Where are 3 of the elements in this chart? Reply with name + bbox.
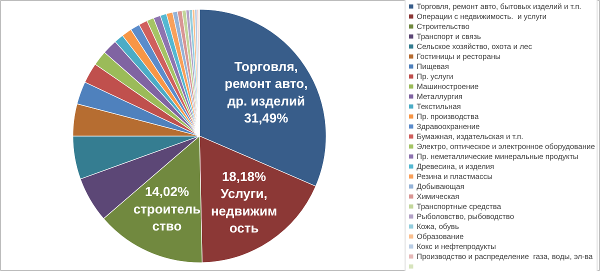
data-label: 14,02% строитель ство	[133, 184, 201, 234]
data-label: 18,18% Услуги, недвижим ость	[210, 168, 278, 236]
data-label: Торговля, ремонт авто, др. изделий 31,49%	[224, 58, 308, 126]
